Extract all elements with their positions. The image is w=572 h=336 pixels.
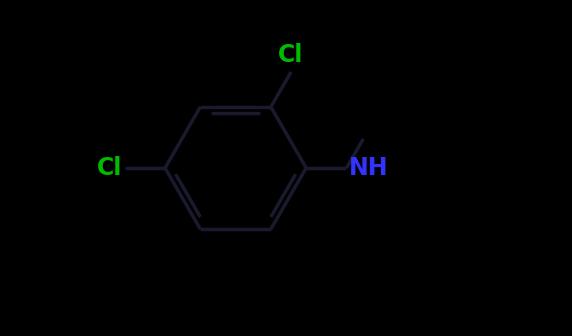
Text: Cl: Cl [279, 43, 304, 67]
Text: Cl: Cl [97, 156, 122, 180]
Text: NH: NH [349, 156, 388, 180]
